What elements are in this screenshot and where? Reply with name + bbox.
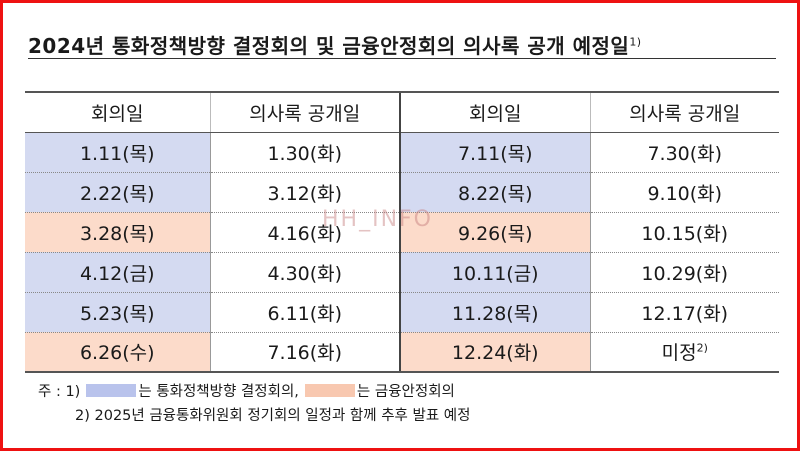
meeting-date-cell: 9.26(목) xyxy=(399,212,590,253)
release-date-cell: 10.29(화) xyxy=(589,252,779,293)
release-date-cell: 1.30(화) xyxy=(209,132,400,173)
meeting-date-cell: 6.26(수) xyxy=(25,332,210,373)
header-release-date-right: 의사록 공개일 xyxy=(589,91,779,133)
table-row: 3.28(목) 4.16(화) 9.26(목) 10.15(화) xyxy=(25,212,779,253)
release-date-cell: 미정2) xyxy=(589,332,779,373)
header-row: 회의일 의사록 공개일 회의일 의사록 공개일 xyxy=(25,91,779,133)
table-row: 5.23(목) 6.11(화) 11.28(목) 12.17(화) xyxy=(25,292,779,333)
meeting-date-cell: 12.24(화) xyxy=(399,332,590,373)
note-2: 2) 2025년 금융통화위원회 정기회의 일정과 함께 추후 발표 예정 xyxy=(75,408,471,424)
meeting-date-cell: 10.11(금) xyxy=(399,252,590,293)
title-footnote: 1) xyxy=(629,35,642,49)
mpc-color-swatch xyxy=(86,384,137,397)
release-footnote: 2) xyxy=(696,341,708,355)
schedule-table: 회의일 의사록 공개일 회의일 의사록 공개일 1.11(목) 1.30(화) … xyxy=(25,91,779,373)
release-date-cell: 12.17(화) xyxy=(589,292,779,333)
legend-fsc-label: 는 금융안정회의 xyxy=(356,384,455,400)
release-date-cell: 4.16(화) xyxy=(209,212,400,253)
meeting-date-cell: 8.22(목) xyxy=(399,172,590,213)
meeting-date-cell: 11.28(목) xyxy=(399,292,590,333)
note-prefix: 주 : 1) xyxy=(38,384,81,400)
footnotes: 주 : 1) 는 통화정책방향 결정회의, 는 금융안정회의 2) 2025년 금융… xyxy=(38,380,470,428)
release-date-cell: 7.30(화) xyxy=(589,132,779,173)
title-text: 2024년 통화정책방향 결정회의 및 금융안정회의 의사록 공개 예정일 xyxy=(28,34,630,58)
fsc-color-swatch xyxy=(304,384,355,397)
title-underline xyxy=(28,58,776,59)
table-row: 2.22(목) 3.12(화) 8.22(목) 9.10(화) xyxy=(25,172,779,213)
meeting-date-cell: 5.23(목) xyxy=(25,292,210,333)
release-date-cell: 6.11(화) xyxy=(209,292,400,333)
header-release-date-left: 의사록 공개일 xyxy=(209,91,400,133)
release-date-cell: 3.12(화) xyxy=(209,172,400,213)
note-legend: 주 : 1) 는 통화정책방향 결정회의, 는 금융안정회의 xyxy=(38,380,470,404)
meeting-date-cell: 3.28(목) xyxy=(25,212,210,253)
header-meeting-date-left: 회의일 xyxy=(25,91,210,133)
page-title: 2024년 통화정책방향 결정회의 및 금융안정회의 의사록 공개 예정일1) xyxy=(28,30,778,59)
table-row: 6.26(수) 7.16(화) 12.24(화) 미정2) xyxy=(25,332,779,373)
release-date-tbd: 미정 xyxy=(661,342,697,365)
release-date-cell: 9.10(화) xyxy=(589,172,779,213)
release-date-cell: 7.16(화) xyxy=(209,332,400,373)
release-date-cell: 4.30(화) xyxy=(209,252,400,293)
table-row: 4.12(금) 4.30(화) 10.11(금) 10.29(화) xyxy=(25,252,779,293)
table-row: 1.11(목) 1.30(화) 7.11(목) 7.30(화) xyxy=(25,132,779,173)
release-date-cell: 10.15(화) xyxy=(589,212,779,253)
header-meeting-date-right: 회의일 xyxy=(399,91,590,133)
meeting-date-cell: 4.12(금) xyxy=(25,252,210,293)
meeting-date-cell: 2.22(목) xyxy=(25,172,210,213)
meeting-date-cell: 1.11(목) xyxy=(25,132,210,173)
watermark: HH_INFO xyxy=(322,207,434,232)
legend-mpc-label: 는 통화정책방향 결정회의, xyxy=(138,384,299,400)
meeting-date-cell: 7.11(목) xyxy=(399,132,590,173)
